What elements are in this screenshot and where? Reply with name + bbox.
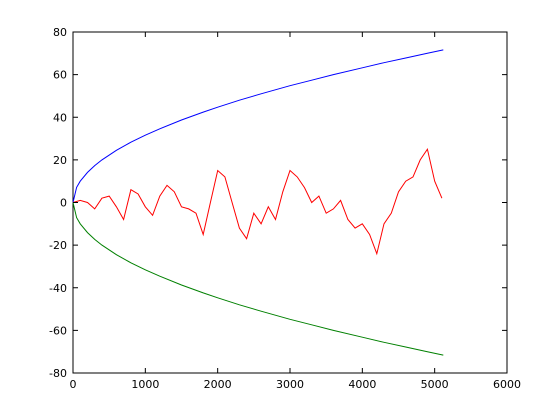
series-line-1 xyxy=(72,202,444,356)
x-tick-label: 6000 xyxy=(493,378,521,391)
plot-area: 0 1000 2000 3000 4000 5000 6000 -80 -60 -40 -20 0 20… xyxy=(49,26,521,391)
ticks-layer: 0 1000 2000 3000 4000 5000 6000 -80 -60 -40 -20 0 20… xyxy=(49,26,521,391)
y-tick-label: 40 xyxy=(53,111,67,124)
y-tick-label: -60 xyxy=(49,324,67,337)
y-tick-label: 20 xyxy=(53,154,67,167)
series-line-0 xyxy=(72,49,444,203)
x-tick-label: 1000 xyxy=(131,378,159,391)
x-tick-label: 3000 xyxy=(276,378,304,391)
y-tick-label: 80 xyxy=(53,26,67,39)
y-tick-label: -80 xyxy=(49,367,67,380)
y-tick-label: 0 xyxy=(60,197,67,210)
x-tick-label: 2000 xyxy=(204,378,232,391)
series-layer xyxy=(72,49,444,356)
y-tick-label: -20 xyxy=(49,239,67,252)
series-line-2 xyxy=(72,147,443,256)
axes-box xyxy=(72,31,508,374)
x-tick-label: 4000 xyxy=(348,378,376,391)
y-tick-label: 60 xyxy=(53,69,67,82)
x-tick-label: 5000 xyxy=(421,378,449,391)
x-tick-label: 0 xyxy=(70,378,77,391)
y-tick-label: -40 xyxy=(49,282,67,295)
